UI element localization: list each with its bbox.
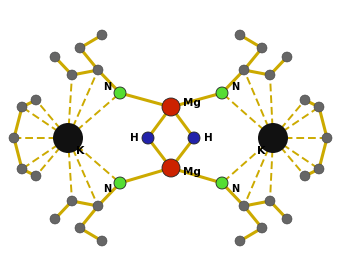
Text: Mg: Mg — [183, 98, 201, 108]
Circle shape — [239, 201, 249, 211]
Circle shape — [31, 95, 41, 105]
Circle shape — [93, 65, 103, 75]
Circle shape — [53, 123, 83, 153]
Circle shape — [93, 201, 103, 211]
Text: N: N — [231, 184, 239, 194]
Circle shape — [322, 133, 332, 143]
Circle shape — [97, 30, 107, 40]
Circle shape — [300, 95, 310, 105]
Circle shape — [31, 171, 41, 181]
Circle shape — [114, 87, 126, 99]
Circle shape — [265, 196, 275, 206]
Circle shape — [75, 223, 85, 233]
Circle shape — [282, 214, 292, 224]
Circle shape — [67, 196, 77, 206]
Circle shape — [265, 70, 275, 80]
Circle shape — [75, 43, 85, 53]
Circle shape — [282, 52, 292, 62]
Text: K: K — [257, 146, 265, 156]
Text: H: H — [130, 133, 138, 143]
Circle shape — [17, 164, 27, 174]
Circle shape — [314, 164, 324, 174]
Circle shape — [300, 171, 310, 181]
Circle shape — [50, 214, 60, 224]
Text: H: H — [204, 133, 212, 143]
Circle shape — [239, 65, 249, 75]
Circle shape — [50, 52, 60, 62]
Circle shape — [9, 133, 19, 143]
Circle shape — [142, 132, 154, 144]
Circle shape — [162, 98, 180, 116]
Circle shape — [188, 132, 200, 144]
Text: N: N — [103, 82, 111, 92]
Circle shape — [257, 223, 267, 233]
Circle shape — [314, 102, 324, 112]
Circle shape — [216, 87, 228, 99]
Text: Mg: Mg — [183, 167, 201, 177]
Circle shape — [162, 159, 180, 177]
Circle shape — [97, 236, 107, 246]
Circle shape — [17, 102, 27, 112]
Circle shape — [67, 70, 77, 80]
Circle shape — [235, 30, 245, 40]
Circle shape — [235, 236, 245, 246]
Circle shape — [114, 177, 126, 189]
Text: N: N — [231, 82, 239, 92]
Text: N: N — [103, 184, 111, 194]
Circle shape — [216, 177, 228, 189]
Circle shape — [257, 43, 267, 53]
Circle shape — [258, 123, 288, 153]
Text: K: K — [76, 146, 84, 156]
